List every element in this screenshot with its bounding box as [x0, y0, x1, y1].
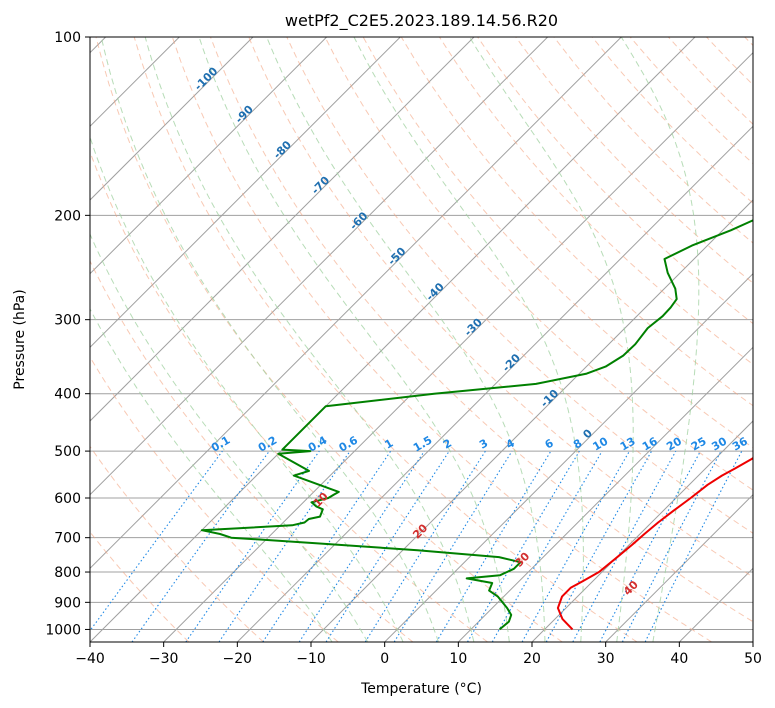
isotherm-line: [310, 199, 753, 642]
dry-adiabat-line: [171, 37, 712, 642]
x-tick-label: 20: [523, 651, 541, 667]
moist-adiabat-line: [620, 37, 700, 642]
plot-area: -100-90-80-70-60-50-40-30-20-1000.1 0.2 0.…: [90, 37, 753, 642]
moist-adiabat-line: [90, 135, 404, 642]
y-tick-label: 100: [54, 30, 81, 46]
mixing-ratio-line: [644, 450, 743, 642]
mixing-ratio-lines: [90, 450, 743, 642]
dry-adiabat-line: [133, 37, 638, 642]
y-tick-label: 600: [54, 491, 81, 507]
plot-frame: [89, 36, 754, 643]
isotherm-line: [90, 37, 549, 496]
moist-adiabat-line: [266, 37, 546, 642]
x-tick-label: −20: [223, 651, 253, 667]
y-tick-label: 500: [54, 444, 81, 460]
x-tick-label: 30: [597, 651, 615, 667]
dry-adiabat-line: [90, 445, 264, 642]
isotherm-line: [384, 272, 753, 642]
mixing-ratio-line: [185, 450, 320, 642]
x-tick-label: −40: [75, 651, 105, 667]
dry-adiabat-line: [438, 37, 753, 366]
x-tick-label: −10: [296, 651, 326, 667]
isotherm-line: [90, 37, 623, 570]
moist-adiabat-line: [144, 37, 475, 642]
dry-adiabat-line: [90, 356, 339, 642]
y-tick-label: 400: [54, 387, 81, 403]
y-tick-label: 900: [54, 595, 81, 611]
dry-adiabat-line: [90, 259, 414, 642]
x-axis-label: Temperature (°C): [360, 681, 482, 697]
dry-adiabat-line: [90, 150, 488, 642]
moist-adiabat-line: [90, 308, 333, 642]
moist-adiabat-line: [90, 232, 369, 642]
x-tick-label: 0: [380, 651, 389, 667]
isotherm-line: [605, 493, 753, 642]
chart-title: wetPf2_C2E5.2023.189.14.56.R20: [285, 11, 558, 31]
dry-adiabat-line: [515, 37, 753, 284]
y-tick-label: 300: [54, 313, 81, 329]
isotherm-line: [90, 37, 402, 349]
isotherm-line: [90, 37, 696, 642]
moist-adiabat-line: [100, 37, 439, 642]
y-axis-label: Pressure (hPa): [12, 289, 28, 389]
mixing-ratio-line: [325, 450, 450, 642]
x-tick-label: 40: [670, 651, 688, 667]
isotherm-line: [457, 346, 753, 642]
temperature-line: [556, 456, 753, 631]
isotherm-line: [90, 37, 475, 422]
dry-adiabat-line: [477, 37, 753, 325]
x-tick-label: 50: [744, 651, 762, 667]
mixing-ratio-line: [393, 450, 513, 642]
moist-adiabat-line: [353, 37, 584, 642]
mixing-ratio-line: [572, 450, 677, 642]
y-tick-label: 1000: [45, 622, 81, 638]
mixing-ratio-line: [298, 450, 425, 642]
isotherm-line: [531, 420, 753, 642]
y-tick-label: 200: [54, 208, 81, 224]
pressure-gridlines: [90, 37, 753, 630]
x-axis-ticks: −40 −30 −20 −10 0 10 20 30 40 50: [75, 642, 762, 667]
x-tick-label: 10: [449, 651, 467, 667]
mixing-ratio-line: [131, 450, 270, 642]
mixing-ratio-line: [218, 450, 351, 642]
dry-adiabat-line: [209, 37, 753, 623]
dry-adiabats: [90, 37, 753, 642]
y-tick-label: 800: [54, 565, 81, 581]
moist-adiabat-line: [198, 37, 510, 642]
sounding-series: [200, 219, 753, 631]
y-axis-ticks: 100 200 300 400 500 600 700 800 900 1000: [45, 30, 90, 638]
x-tick-label: −30: [149, 651, 179, 667]
dewpoint-line: [200, 219, 753, 631]
mixing-ratio-line: [90, 450, 223, 632]
mixing-ratio-line: [262, 450, 392, 642]
y-tick-label: 700: [54, 531, 81, 547]
isotherm-line: [90, 37, 328, 275]
mixing-ratio-line: [521, 450, 630, 642]
isotherm-line: [90, 37, 254, 201]
dry-adiabat-line: [95, 37, 563, 642]
mixing-ratio-line: [545, 450, 653, 642]
dry-adiabat-line: [400, 37, 753, 407]
